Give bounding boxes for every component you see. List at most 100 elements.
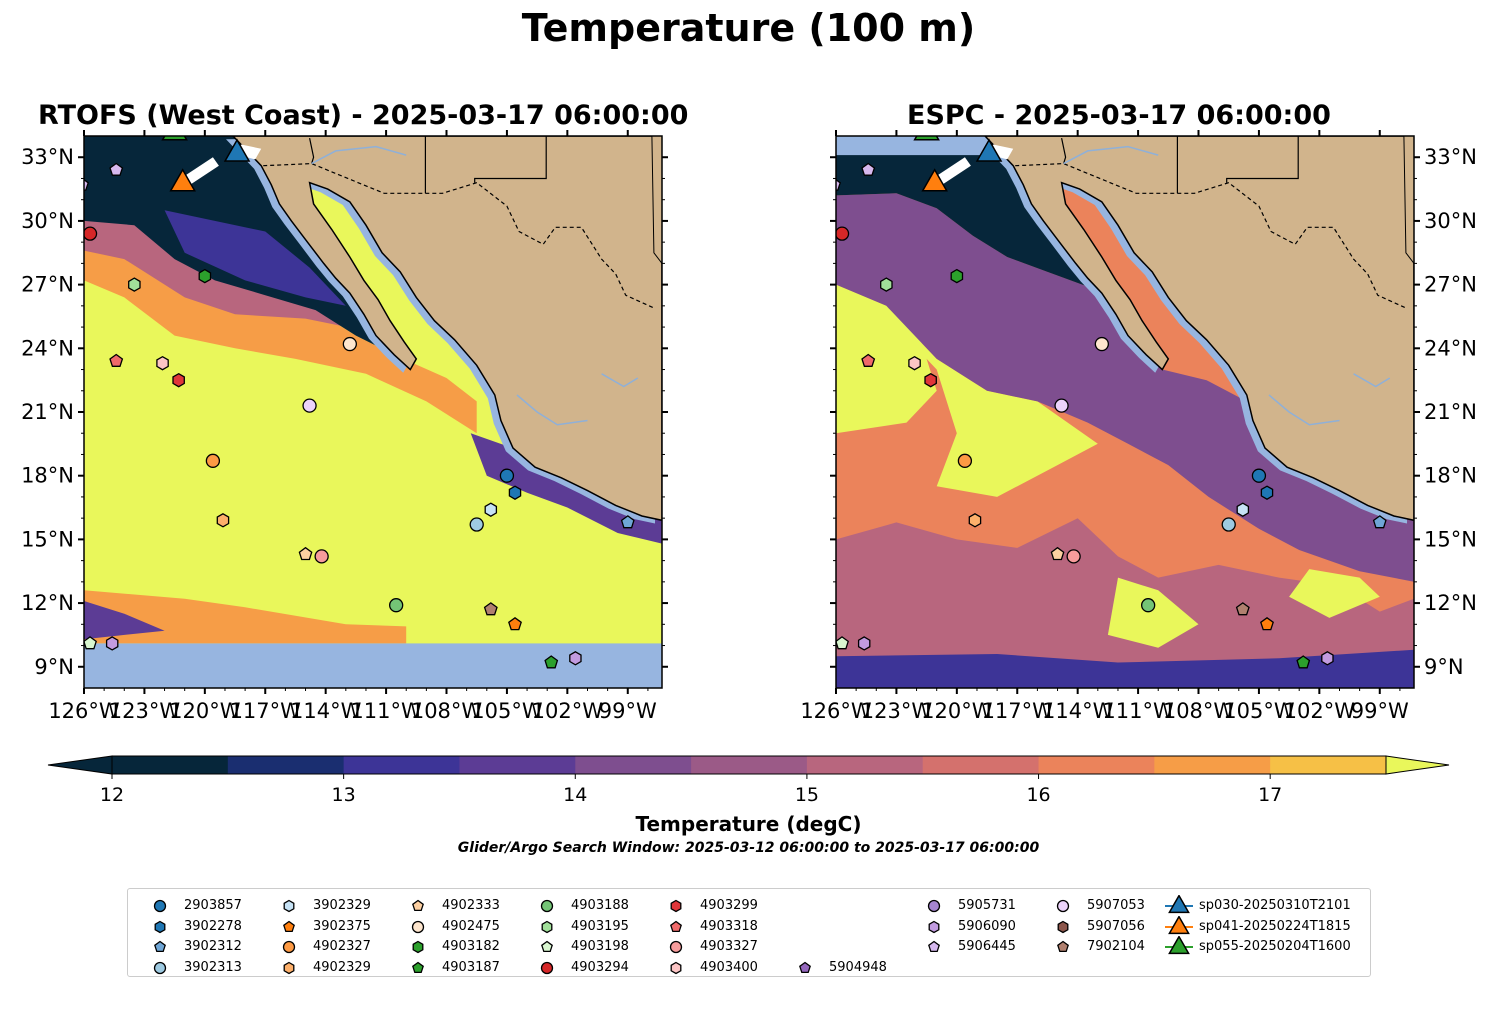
legend-marker — [283, 961, 295, 974]
glider-marker-sp030-20250310T2101 — [975, 138, 1003, 162]
legend-marker — [928, 920, 940, 933]
temp-purple-field — [836, 193, 1414, 582]
legend-label: 5906445 — [958, 939, 1016, 954]
legend-hexagon-icon — [670, 899, 682, 913]
float-marker-4903299 — [924, 372, 937, 388]
lat-tick-label: 27°N — [21, 273, 74, 297]
legend-marker — [541, 920, 553, 933]
float-marker-3902313 — [1221, 517, 1236, 532]
map-title-rtofs: RTOFS (West Coast) - 2025-03-17 06:00:00 — [38, 100, 689, 131]
colorbar-tick-label: 13 — [332, 784, 356, 806]
river-gila — [311, 145, 407, 165]
colorbar-extend-low — [47, 755, 113, 775]
lon-tick-label: 99°W — [1351, 699, 1409, 723]
temp-warm-field — [836, 284, 1098, 497]
lon-tick-label: 108°W — [1163, 699, 1235, 723]
float-marker-4903187 — [544, 655, 559, 669]
temp-warm-patch-2 — [1289, 569, 1380, 618]
border-us-mexico — [1015, 162, 1407, 309]
colorbar-segment — [1154, 756, 1271, 774]
lat-tick-label: 24°N — [21, 336, 74, 360]
legend-pentagon-icon — [412, 899, 424, 912]
float-marker-5906090b — [105, 636, 119, 651]
lat-tick-label: 12°N — [1424, 591, 1477, 615]
temp-cold-field — [836, 136, 1094, 289]
river-lerma — [1268, 394, 1340, 426]
temp-south-cold — [836, 649, 1414, 688]
colorbar-segment — [343, 756, 460, 774]
legend-label: 3902313 — [184, 959, 242, 975]
lat-tick-label: 33°N — [1424, 145, 1477, 169]
float-marker-3902329 — [1236, 502, 1250, 517]
legend-label: 5904948 — [829, 959, 887, 975]
float-marker-4903198 — [84, 636, 97, 650]
map-panel-espc: 126°W123°W120°W117°W114°W111°W108°W105°W… — [800, 130, 1477, 723]
legend-label: 4903327 — [700, 939, 758, 954]
legend-label: 4903187 — [442, 959, 500, 975]
colorbar-segment — [575, 756, 692, 774]
lat-tick-label: 9°N — [34, 655, 74, 679]
glider-marker-sp041-20250224T1815 — [921, 168, 948, 192]
float-marker-4902329 — [216, 513, 230, 528]
legend-marker — [153, 961, 167, 974]
legend-marker — [412, 899, 424, 912]
no-data-band — [84, 643, 662, 688]
legend-label: sp041-20250224T1815 — [1199, 918, 1351, 934]
legend-circle-icon — [411, 920, 425, 933]
lon-tick-label: 123°W — [861, 699, 933, 723]
float-marker-4903400 — [156, 355, 169, 371]
colorbar-segment — [1270, 756, 1387, 774]
legend-pentagon-icon — [541, 940, 553, 953]
legend-label: sp055-20250204T1600 — [1199, 939, 1351, 954]
legend-label: 4903188 — [571, 898, 629, 913]
lon-tick-label: 114°W — [290, 699, 362, 723]
legend-label: 4902327 — [313, 939, 371, 954]
legend-marker — [1056, 899, 1070, 913]
lon-tick-label: 126°W — [48, 699, 120, 723]
lon-tick-label: 102°W — [1284, 699, 1356, 723]
lon-tick-label: 123°W — [109, 699, 181, 723]
legend-circle-icon — [927, 899, 941, 913]
lon-tick-label: 111°W — [1102, 699, 1174, 723]
legend-marker — [670, 899, 682, 913]
legend-marker — [540, 899, 554, 913]
river-panuco — [601, 373, 639, 388]
legend-label: 3902375 — [313, 918, 371, 934]
colorbar-label: Temperature (degC) — [635, 812, 862, 836]
float-marker-4903188 — [1141, 598, 1156, 613]
colorbar-segment — [922, 756, 1040, 774]
float-marker-4902475 — [1094, 336, 1109, 352]
legend-label: 2903857 — [184, 898, 242, 913]
legend-hexagon-icon — [928, 920, 940, 933]
legend-marker — [1057, 920, 1069, 933]
legend-label: 5905731 — [958, 898, 1016, 913]
legend-pentagon-icon — [283, 920, 295, 932]
legend-marker — [541, 940, 553, 953]
float-marker-4903187 — [1296, 655, 1311, 669]
lon-tick-label: 99°W — [599, 699, 657, 723]
legend-label: 5907053 — [1087, 898, 1145, 913]
legend-pentagon-icon — [799, 961, 811, 973]
legend-label: sp030-20250310T2101 — [1199, 898, 1351, 913]
float-marker-4902475 — [342, 336, 357, 352]
float-marker-4903198 — [836, 636, 849, 650]
legend-label: 4902475 — [442, 918, 500, 934]
legend-marker — [1057, 940, 1069, 953]
glider-marker-sp041-20250224T1815 — [169, 168, 196, 192]
lat-tick-label: 27°N — [1424, 273, 1477, 297]
float-marker-5906090b — [857, 636, 871, 651]
float-marker-4902327 — [957, 453, 973, 468]
colorbar-segment — [1038, 756, 1155, 774]
colorbar-segment — [691, 756, 808, 774]
float-marker-4902333 — [298, 546, 313, 561]
legend-marker — [670, 961, 682, 974]
legend-marker — [1165, 895, 1193, 914]
lat-tick-label: 21°N — [1424, 400, 1477, 424]
legend-circle-icon — [153, 961, 167, 974]
legend-marker — [282, 940, 296, 954]
colorbar-segment — [227, 756, 345, 774]
legend-pentagon-icon — [928, 940, 940, 953]
colorbar-segment — [459, 756, 576, 774]
legend-hexagon-icon — [541, 920, 553, 933]
legend-marker — [412, 961, 424, 973]
